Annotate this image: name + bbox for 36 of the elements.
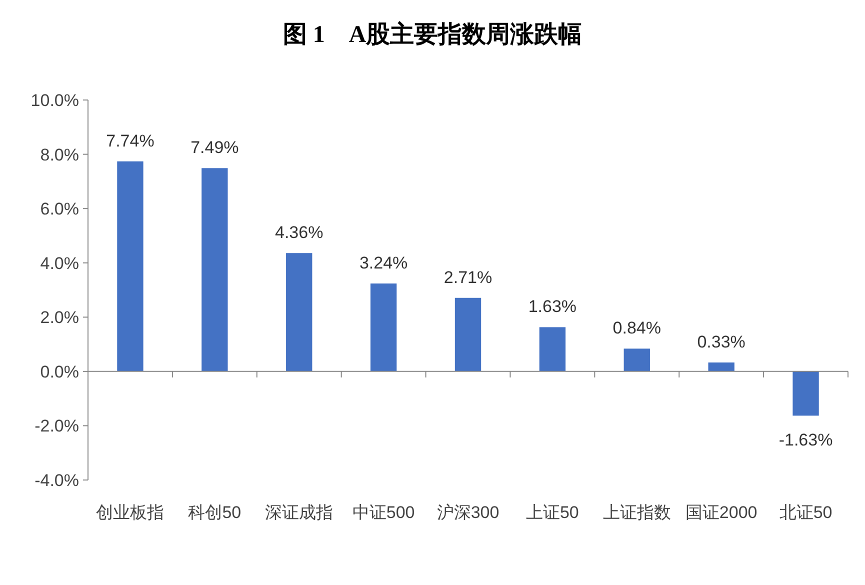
data-label: 3.24% bbox=[359, 253, 408, 272]
data-label: 7.74% bbox=[106, 131, 154, 150]
x-tick-label: 深证成指 bbox=[265, 503, 334, 522]
x-tick-label: 上证50 bbox=[526, 503, 579, 522]
data-label: 2.71% bbox=[444, 268, 492, 287]
x-tick-label: 科创50 bbox=[188, 503, 242, 522]
x-tick-label: 沪深300 bbox=[436, 503, 500, 522]
data-label: 0.33% bbox=[697, 332, 746, 352]
y-tick-label: -2.0% bbox=[34, 416, 79, 436]
bar bbox=[792, 371, 819, 416]
bar bbox=[624, 348, 650, 372]
y-tick-label: 10.0% bbox=[30, 91, 79, 110]
y-tick-label: -4.0% bbox=[34, 471, 79, 490]
bar bbox=[117, 161, 144, 372]
bar bbox=[539, 327, 566, 372]
data-label: -1.63% bbox=[778, 430, 833, 450]
x-tick-label: 北证50 bbox=[779, 503, 832, 522]
bar bbox=[202, 168, 228, 372]
y-tick-label: 0.0% bbox=[40, 362, 79, 382]
data-label: 1.63% bbox=[528, 297, 577, 316]
x-tick-label: 创业板指 bbox=[96, 503, 164, 522]
data-label: 7.49% bbox=[190, 138, 239, 158]
bar bbox=[454, 298, 482, 372]
x-tick-label: 中证500 bbox=[352, 503, 415, 522]
data-label: 4.36% bbox=[275, 223, 324, 242]
y-tick-label: 2.0% bbox=[40, 308, 79, 328]
x-tick-label: 国证2000 bbox=[685, 503, 758, 522]
bar bbox=[708, 362, 734, 372]
x-tick-label: 上证指数 bbox=[602, 503, 671, 522]
y-tick-label: 4.0% bbox=[40, 254, 79, 273]
bar bbox=[370, 283, 397, 372]
y-tick-label: 8.0% bbox=[40, 145, 79, 164]
bar bbox=[286, 253, 312, 372]
chart-title: 图 1 A股主要指数周涨跌幅 bbox=[282, 20, 582, 48]
y-tick-label: 6.0% bbox=[40, 200, 79, 219]
data-label: 0.84% bbox=[612, 318, 661, 338]
